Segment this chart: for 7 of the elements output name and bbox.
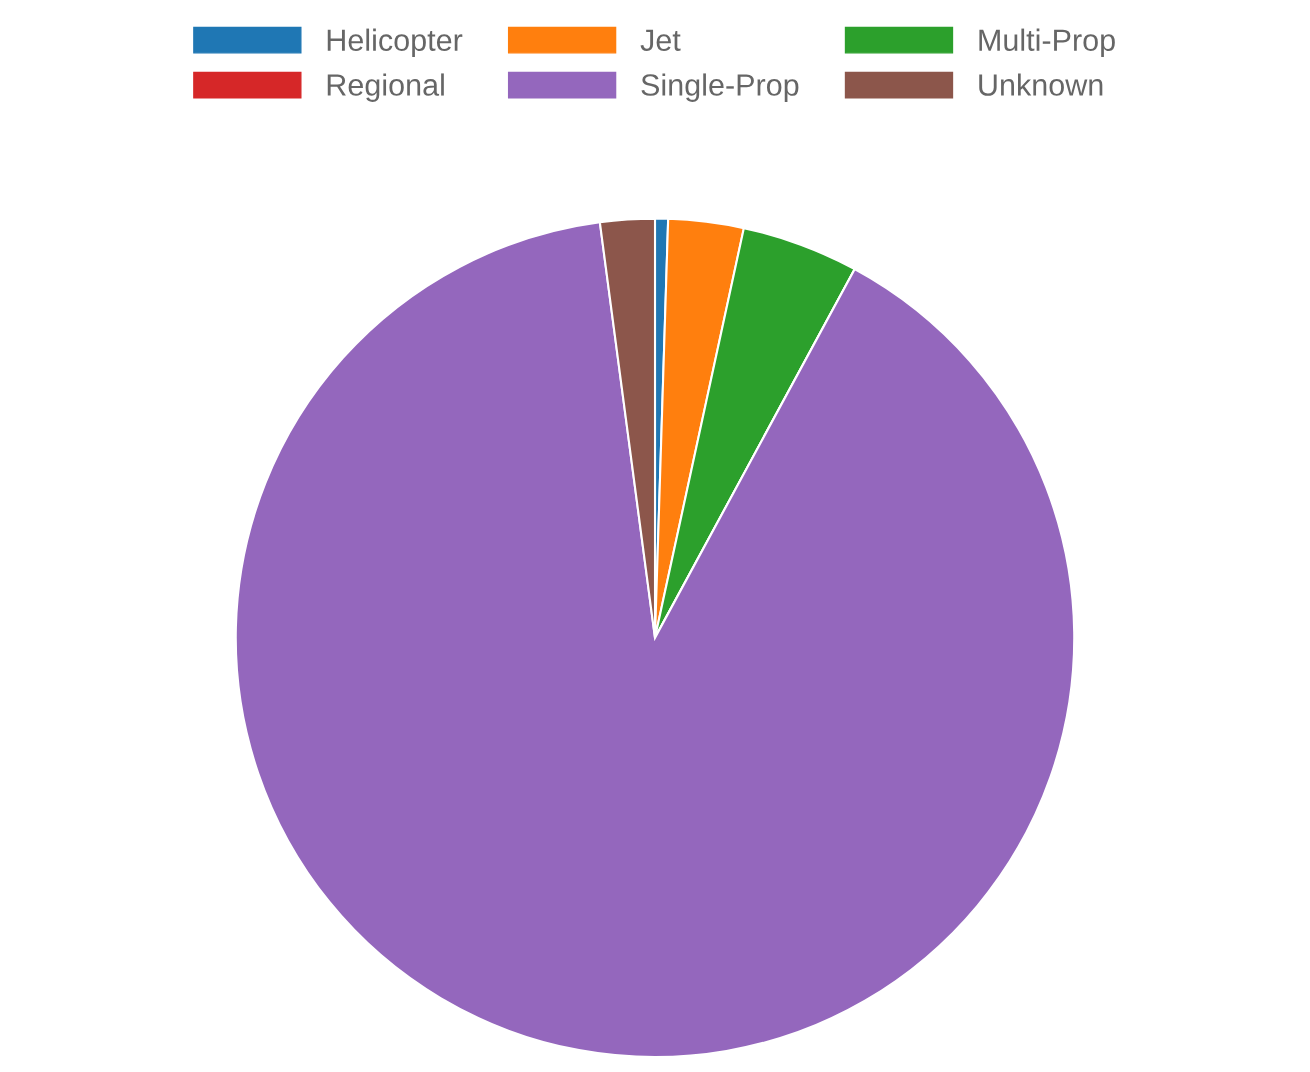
legend-label: Multi-Prop [979,28,1115,58]
legend-label: Jet [640,29,681,52]
legend-label: Helicopter [327,28,463,58]
legend-label: Single-Prop [641,73,799,102]
pie-slice [234,221,1076,1059]
legend-label: Regional [327,73,444,102]
legend-label: Unknown [979,73,1103,96]
